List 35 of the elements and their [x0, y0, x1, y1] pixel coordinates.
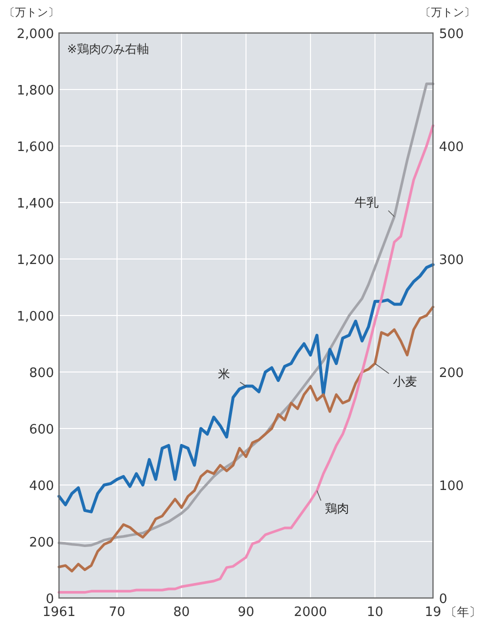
- y-tick-label: 0: [46, 592, 54, 607]
- y2-axis-title: 〔万トン〕: [420, 6, 475, 19]
- annotation: ※鶏肉のみ右軸: [67, 42, 150, 56]
- y2-tick-label: 400: [439, 140, 464, 155]
- series-label: 小麦: [392, 374, 417, 389]
- x-tick-label: 70: [108, 605, 126, 620]
- y-tick-label: 800: [29, 366, 54, 381]
- x-tick-label: 2000: [294, 605, 328, 620]
- y-tick-label: 600: [29, 422, 54, 438]
- y-tick-label: 1,600: [16, 140, 54, 155]
- y-tick-label: 1,400: [16, 196, 54, 212]
- y-tick-label: 200: [29, 536, 54, 550]
- x-tick-label: 19: [424, 605, 442, 620]
- x-axis-title: 〔年〕: [445, 605, 479, 619]
- y2-tick-label: 300: [439, 253, 464, 268]
- y-tick-label: 2,000: [16, 27, 54, 42]
- y-tick-label: 400: [29, 479, 54, 494]
- y-tick-label: 1,800: [16, 84, 54, 98]
- y2-tick-label: 0: [439, 592, 448, 607]
- line-series: [58, 306, 434, 572]
- y2-tick-label: 500: [439, 27, 464, 42]
- x-tick-label: 10: [366, 605, 384, 620]
- series-label: 鶏肉: [324, 502, 349, 516]
- series-label: 米: [218, 367, 230, 382]
- y2-tick-label: 200: [439, 366, 464, 381]
- y2-tick-label: 100: [439, 479, 464, 494]
- x-tick-label: 80: [173, 605, 190, 620]
- line-series: [58, 124, 434, 594]
- x-tick-label: 1961: [42, 605, 76, 620]
- series-label: 牛乳: [354, 196, 378, 210]
- y-tick-label: 1,200: [16, 253, 54, 268]
- line-series: [58, 263, 434, 514]
- x-tick-label: 90: [238, 605, 254, 620]
- y-axis-title: 〔万トン〕: [4, 6, 59, 19]
- y-tick-label: 1,000: [16, 310, 54, 324]
